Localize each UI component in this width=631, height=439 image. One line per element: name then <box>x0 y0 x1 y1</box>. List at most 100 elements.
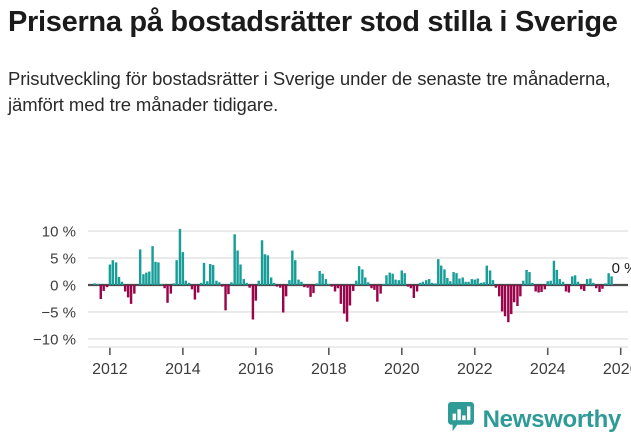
bar <box>455 273 458 285</box>
bar <box>567 285 571 293</box>
x-axis-tick-label: 2012 <box>92 361 128 378</box>
bar <box>388 272 391 285</box>
bar <box>120 281 124 285</box>
bar <box>583 285 586 291</box>
bar <box>330 285 333 287</box>
bar <box>434 283 437 285</box>
bar <box>537 285 540 293</box>
bar <box>427 279 431 285</box>
bar <box>425 280 428 285</box>
bar <box>215 280 218 285</box>
bar <box>352 285 355 291</box>
x-axis-tick-label: 2022 <box>457 361 493 378</box>
bar <box>364 277 367 285</box>
bar <box>163 285 166 289</box>
bar <box>99 285 102 300</box>
bar <box>479 282 483 285</box>
bar <box>488 270 492 285</box>
bar <box>558 279 561 285</box>
bar <box>300 281 303 285</box>
bar <box>437 259 440 285</box>
bar <box>342 285 346 314</box>
bar <box>294 260 297 285</box>
bar <box>181 252 185 285</box>
bar <box>138 249 142 285</box>
y-axis-tick-label: −10 % <box>33 331 76 348</box>
page-subtitle: Prisutveckling för bostadsrätter i Sveri… <box>8 67 611 115</box>
bar <box>540 285 543 293</box>
bar <box>178 228 182 285</box>
bar <box>309 285 312 297</box>
bar <box>339 285 343 304</box>
bar <box>528 272 531 285</box>
bar <box>142 274 145 285</box>
bar <box>494 285 498 288</box>
bar <box>239 264 242 285</box>
bar <box>245 282 248 285</box>
bar <box>345 285 349 322</box>
bar <box>534 285 537 292</box>
bar <box>269 277 273 285</box>
bar <box>187 282 191 285</box>
bar <box>601 285 604 289</box>
page-title: Priserna på bostadsrätter stod stilla i … <box>8 6 618 38</box>
bar <box>382 283 385 285</box>
bar <box>227 285 230 295</box>
bar <box>251 285 255 320</box>
y-axis-tick-label: 0 % <box>50 278 76 295</box>
bar <box>354 280 358 285</box>
bar <box>327 283 331 285</box>
bar <box>379 285 382 294</box>
bar <box>230 282 233 285</box>
bar <box>303 285 306 288</box>
bar <box>525 269 528 285</box>
bar <box>555 269 559 285</box>
bar <box>202 262 206 285</box>
bar <box>576 281 580 285</box>
bar <box>172 283 175 285</box>
bar <box>315 283 318 285</box>
bar-chart: 10 % 5 % 0 % −5 % −10 % 2012 2014 2016 2018 2020 2… <box>33 224 631 378</box>
x-axis-tick-label: 2026 <box>603 361 631 378</box>
bar <box>598 285 601 293</box>
bar <box>126 285 130 298</box>
bar <box>512 285 516 303</box>
bar <box>458 278 461 285</box>
bar <box>166 285 169 303</box>
bar <box>312 285 315 294</box>
newsworthy-brand[interactable]: Newsworthy <box>447 402 621 437</box>
bar <box>585 279 589 285</box>
bar <box>248 285 251 288</box>
x-axis-tick-label: 2020 <box>384 361 420 378</box>
bar <box>254 285 258 301</box>
bar <box>190 285 194 290</box>
bar <box>175 260 178 285</box>
bar <box>491 280 495 285</box>
y-axis-tick-label: 10 % <box>42 224 76 241</box>
bar <box>263 254 267 285</box>
bar <box>169 285 173 294</box>
y-axis-tick-label: −5 % <box>41 304 76 321</box>
bar <box>452 272 455 285</box>
bar <box>193 285 197 300</box>
bar <box>580 285 583 290</box>
bar <box>145 272 148 285</box>
bar <box>284 285 288 297</box>
bar <box>306 285 309 288</box>
bar <box>604 283 607 285</box>
bar <box>288 280 291 285</box>
bar <box>531 282 534 285</box>
value-annotation: 0 % <box>612 260 631 277</box>
bar <box>500 285 504 312</box>
bar <box>224 285 227 311</box>
bar <box>607 273 610 285</box>
bar <box>148 271 151 285</box>
bar <box>470 279 474 285</box>
x-axis-tick-label: 2014 <box>165 361 201 378</box>
bar <box>348 285 352 306</box>
bar <box>373 285 376 290</box>
bar <box>321 273 324 285</box>
bar <box>151 246 154 285</box>
bar <box>406 285 410 287</box>
